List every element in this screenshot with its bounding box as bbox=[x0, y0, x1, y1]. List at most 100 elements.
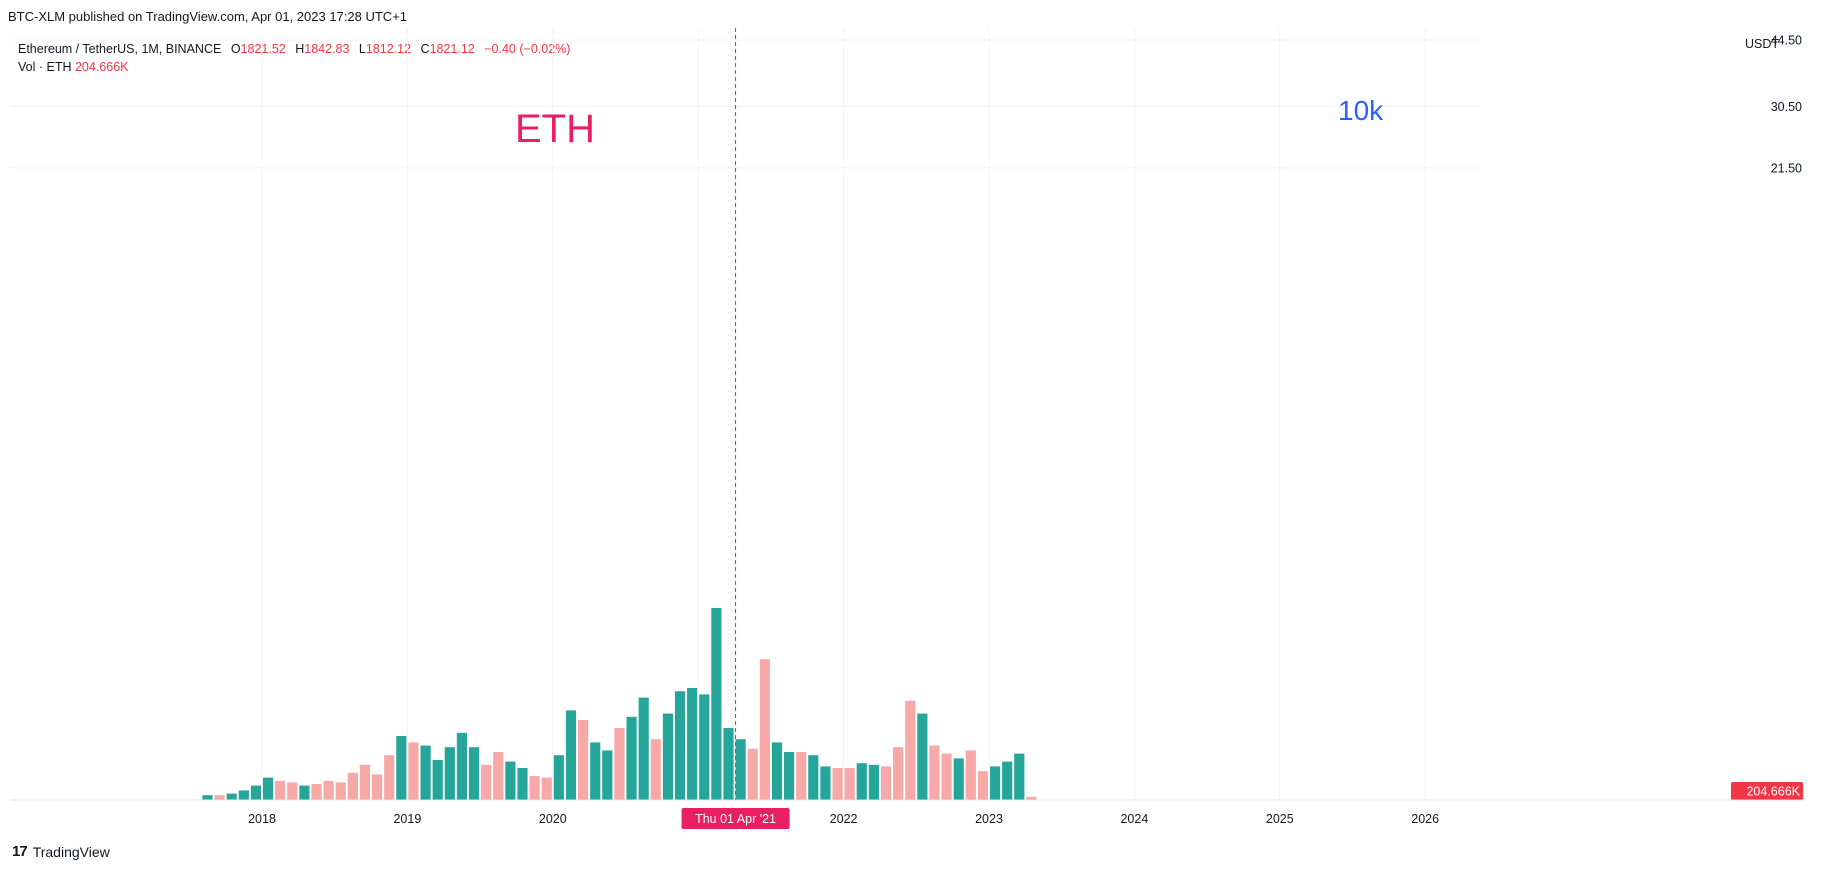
volume-bar bbox=[747, 748, 758, 800]
volume-bar bbox=[311, 784, 322, 800]
volume-bar bbox=[517, 768, 528, 800]
tradingview-footer[interactable]: 17 TradingView bbox=[12, 843, 110, 860]
volume-bar bbox=[541, 777, 552, 800]
volume-bar bbox=[408, 742, 419, 800]
volume-bar bbox=[711, 608, 722, 800]
volume-bar bbox=[226, 793, 237, 800]
low-label: L bbox=[358, 42, 366, 56]
volume-bar bbox=[808, 755, 819, 800]
time-axis-tick: 2024 bbox=[1120, 812, 1148, 826]
volume-bar bbox=[396, 736, 407, 800]
volume-bar bbox=[989, 766, 1001, 800]
time-axis-tick: 2026 bbox=[1411, 812, 1439, 826]
volume-bar bbox=[638, 697, 649, 800]
volume-bar bbox=[262, 777, 274, 800]
volume-bar bbox=[578, 720, 589, 800]
price-axis-tick: 30.50 bbox=[1771, 100, 1802, 114]
time-axis-tick: 2018 bbox=[248, 812, 276, 826]
volume-bar bbox=[626, 716, 637, 800]
volume-bar bbox=[287, 782, 298, 800]
volume-bar bbox=[444, 747, 455, 800]
volume-bar bbox=[614, 728, 625, 800]
volume-bar bbox=[880, 766, 892, 800]
time-axis-tick: 2025 bbox=[1266, 812, 1294, 826]
volume-bar bbox=[456, 732, 468, 800]
footer-brand: TradingView bbox=[32, 843, 110, 860]
volume-bar bbox=[493, 752, 504, 800]
time-axis-tick: 2020 bbox=[539, 812, 567, 826]
volume-bar bbox=[735, 739, 746, 800]
volume-bar bbox=[783, 752, 795, 800]
volume-bar bbox=[481, 764, 492, 800]
volume-bar bbox=[275, 780, 286, 800]
volume-bar bbox=[347, 772, 358, 800]
volume-bar bbox=[662, 713, 673, 800]
grid bbox=[10, 28, 1480, 800]
volume-bar bbox=[359, 764, 371, 800]
low-value: 1812.12 bbox=[365, 42, 412, 56]
volume-bar bbox=[650, 739, 661, 800]
volume-bar bbox=[238, 790, 249, 800]
symbol-name[interactable]: Ethereum / TetherUS, 1M, BINANCE bbox=[18, 42, 222, 56]
volume-bar bbox=[372, 774, 383, 800]
volume-bar bbox=[965, 750, 976, 800]
volume-badge: 204.666K bbox=[1731, 782, 1803, 800]
high-label: H bbox=[295, 42, 305, 56]
volume-bar bbox=[771, 742, 783, 800]
time-axis-tick: 2019 bbox=[393, 812, 421, 826]
price-axis-tick: 21.50 bbox=[1771, 161, 1802, 175]
volume-bar bbox=[420, 745, 431, 800]
volume-bar bbox=[214, 795, 225, 800]
volume-bar bbox=[687, 688, 698, 800]
volume-bar bbox=[432, 760, 443, 800]
volume-bar bbox=[868, 764, 879, 800]
volume-series bbox=[202, 608, 1037, 800]
symbol-legend: Ethereum / TetherUS, 1M, BINANCE O1821.5… bbox=[18, 40, 570, 76]
volume-bar bbox=[250, 785, 262, 800]
volume-bar bbox=[529, 776, 540, 800]
volume-bar bbox=[893, 747, 904, 800]
volume-badge-bg bbox=[1731, 782, 1803, 800]
publish-info: BTC-XLM published on TradingView.com, Ap… bbox=[8, 9, 408, 24]
volume-bar bbox=[323, 780, 334, 800]
volume-bar bbox=[1014, 753, 1025, 800]
crosshair-date-label: Thu 01 Apr '21 bbox=[695, 812, 776, 826]
close-label: C bbox=[420, 42, 430, 56]
ohlc-line: Ethereum / TetherUS, 1M, BINANCE O1821.5… bbox=[18, 40, 570, 58]
volume-bar bbox=[590, 742, 601, 800]
eth-annotation: ETH bbox=[515, 107, 595, 151]
volume-bar bbox=[674, 691, 686, 800]
change-value: −0.40 (−0.02%) bbox=[484, 42, 571, 56]
volume-label[interactable]: Vol · ETH bbox=[18, 60, 72, 74]
volume-bar bbox=[929, 745, 940, 800]
volume-bar bbox=[796, 752, 807, 800]
time-axis-tick: 2022 bbox=[830, 812, 858, 826]
volume-bar bbox=[832, 768, 843, 800]
close-value: 1821.12 bbox=[429, 42, 475, 56]
volume-bar bbox=[953, 758, 964, 800]
volume-bar bbox=[202, 795, 213, 800]
time-axis-tick: 2023 bbox=[975, 812, 1003, 826]
volume-bar bbox=[856, 763, 867, 800]
volume-bar bbox=[505, 761, 516, 800]
volume-bar bbox=[844, 768, 855, 800]
target-annotation: 10k bbox=[1338, 95, 1384, 126]
volume-bar bbox=[917, 713, 928, 800]
volume-bar bbox=[1026, 796, 1037, 800]
tradingview-logo-icon: 17 bbox=[12, 843, 28, 860]
volume-bar bbox=[602, 750, 613, 800]
volume-bar bbox=[468, 747, 480, 800]
volume-bar bbox=[723, 728, 734, 800]
volume-bar bbox=[759, 659, 770, 800]
volume-bar bbox=[905, 700, 916, 800]
volume-bar bbox=[699, 694, 710, 800]
volume-bar bbox=[299, 785, 310, 800]
volume-bar bbox=[335, 782, 346, 800]
open-label: O bbox=[230, 42, 241, 56]
volume-bar bbox=[384, 755, 395, 800]
volume-bar bbox=[553, 755, 564, 800]
volume-bar bbox=[941, 753, 952, 800]
price-axis-tick: 44.50 bbox=[1771, 34, 1802, 48]
volume-value: 204.666K bbox=[74, 60, 129, 74]
